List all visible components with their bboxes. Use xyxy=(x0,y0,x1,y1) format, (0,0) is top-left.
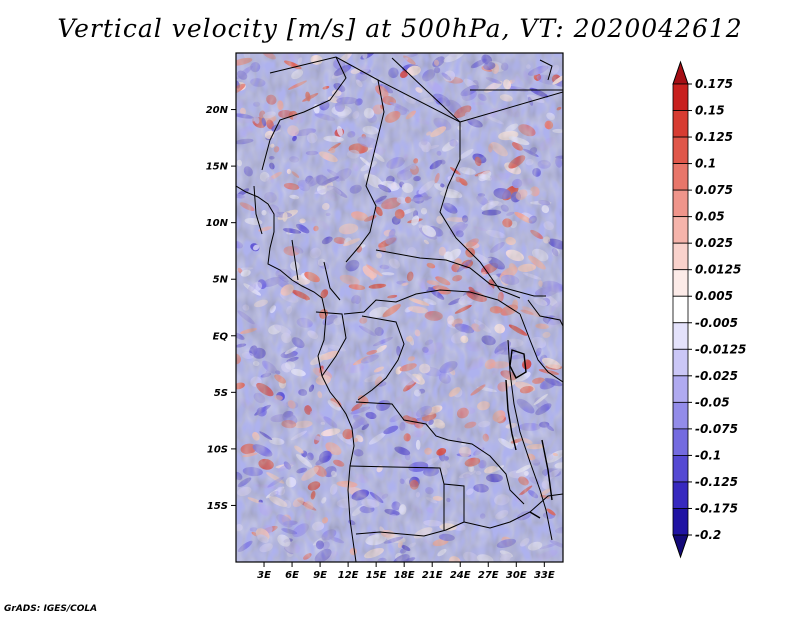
border-zambia xyxy=(443,484,563,530)
colorbar-segment xyxy=(672,83,689,111)
colorbar-label: 0.175 xyxy=(695,77,733,91)
chart-title: Vertical velocity [m/s] at 500hPa, VT: 2… xyxy=(57,14,743,43)
border-car-south xyxy=(343,289,521,315)
lat-label: 20N xyxy=(206,105,229,116)
border-south-sudan xyxy=(527,299,563,327)
colorbar: 0.175 0.15 0.125 0.1 0.075 0.05 0.025 0.0125 0.0… xyxy=(672,60,746,559)
lon-label: 3E xyxy=(257,570,271,581)
colorbar-segment xyxy=(672,322,689,350)
colorbar-segment xyxy=(672,481,689,509)
borders xyxy=(236,53,563,562)
lon-label: 6E xyxy=(285,570,299,581)
colorbar-segment xyxy=(672,242,689,271)
border-congo xyxy=(357,315,405,401)
colorbar-segment xyxy=(672,189,689,218)
colorbar-segment xyxy=(672,295,689,324)
lake-victoria xyxy=(509,349,527,379)
border-drc-angola xyxy=(355,401,525,505)
lat-label: 10N xyxy=(206,218,229,229)
lat-label: 5S xyxy=(214,388,228,399)
coast-north-east xyxy=(539,59,553,81)
colorbar-label: 0.025 xyxy=(695,236,733,250)
border-rift-lakes xyxy=(507,339,553,541)
colorbar-label: 0.075 xyxy=(695,183,733,197)
colorbar-segment xyxy=(672,428,689,456)
colorbar-segment xyxy=(672,401,689,430)
lon-label: 21E xyxy=(422,570,443,581)
colorbar-segment xyxy=(672,269,689,297)
border-gabon xyxy=(315,311,347,377)
coastline-west xyxy=(236,185,357,562)
colorbar-label: 0.15 xyxy=(695,104,725,118)
lon-label: 18E xyxy=(394,570,415,581)
lon-label: 12E xyxy=(338,570,359,581)
border-chad-sudan xyxy=(377,79,521,299)
velocity-field xyxy=(236,53,563,562)
field-texture xyxy=(236,53,563,562)
lon-label: 15E xyxy=(366,570,387,581)
lon-label: 9E xyxy=(313,570,327,581)
map-frame xyxy=(235,52,564,563)
colorbar-segment xyxy=(672,163,689,191)
colorbar-segment xyxy=(672,455,689,483)
colorbar-label: -0.175 xyxy=(695,501,738,515)
colorbar-segment xyxy=(672,375,689,403)
longitude-axis: 3E 6E 9E 12E 15E 18E 21E 24E 27E 30E 33E xyxy=(257,562,555,581)
colorbar-min-arrow xyxy=(672,534,689,559)
colorbar-label: -0.0125 xyxy=(695,342,746,356)
colorbar-label: 0.05 xyxy=(695,210,725,224)
colorbar-label: -0.05 xyxy=(695,395,730,409)
lat-label: 15N xyxy=(206,162,229,173)
border-west-africa xyxy=(253,185,341,301)
lon-label: 24E xyxy=(450,570,471,581)
lat-label: 15S xyxy=(207,501,228,512)
border-libya-egypt xyxy=(391,57,563,123)
colorbar-label: 0.125 xyxy=(695,130,733,144)
colorbar-label: -0.005 xyxy=(695,316,738,330)
colorbar-label: 0.0125 xyxy=(695,263,741,277)
border-car-north xyxy=(375,249,546,297)
colorbar-label: -0.1 xyxy=(695,448,721,462)
colorbar-label: -0.125 xyxy=(695,475,738,489)
colorbar-segment xyxy=(672,348,689,377)
lake-tanganyika xyxy=(505,379,517,451)
border-uganda xyxy=(519,313,563,383)
border-niger-chad xyxy=(269,56,385,263)
colorbar-label: -0.075 xyxy=(695,422,738,436)
colorbar-label: -0.025 xyxy=(695,369,738,383)
latitude-axis: 20N 15N 10N 5N EQ 5S 10S 15S xyxy=(206,105,236,512)
lat-label: EQ xyxy=(213,331,229,342)
lake-kariba xyxy=(529,511,541,519)
colorbar-segment xyxy=(672,508,689,536)
colorbar-label: -0.2 xyxy=(695,528,721,542)
lat-label: 5N xyxy=(213,275,229,286)
colorbar-label: 0.005 xyxy=(695,289,733,303)
lake-malawi xyxy=(541,439,553,501)
lat-label: 10S xyxy=(207,444,228,455)
border-mali xyxy=(261,56,347,171)
colorbar-label: 0.1 xyxy=(695,157,716,171)
colorbar-segment xyxy=(672,136,689,164)
grads-credit: GrADS: IGES/COLA xyxy=(4,604,98,614)
lon-label: 33E xyxy=(534,570,555,581)
lon-label: 27E xyxy=(478,570,499,581)
colorbar-segment xyxy=(672,110,689,138)
colorbar-max-arrow xyxy=(672,60,689,85)
lakes xyxy=(505,349,553,519)
lon-label: 30E xyxy=(506,570,527,581)
colorbar-segment xyxy=(672,216,689,244)
